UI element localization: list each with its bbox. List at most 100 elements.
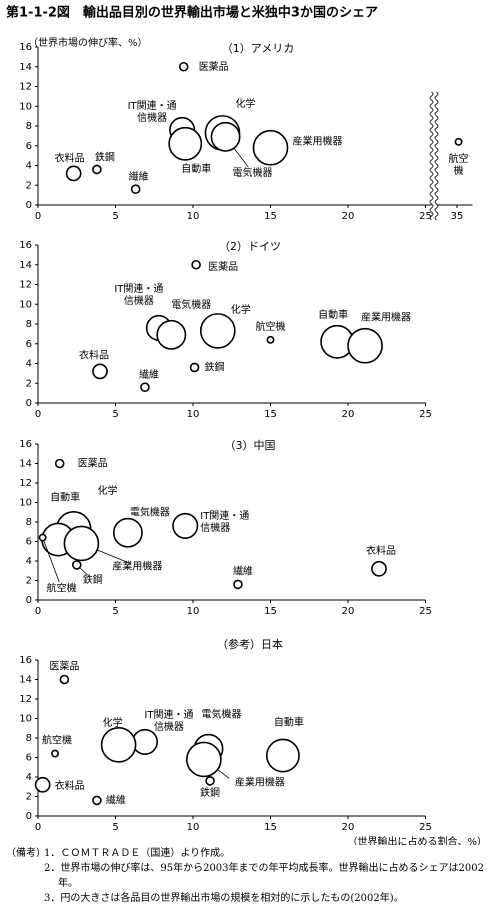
x-tick-label: 10 [187, 822, 200, 833]
y-axis-label: （世界市場の伸び率、%） [28, 36, 148, 49]
bubble-label: 電気機器 [130, 506, 170, 519]
bubble [71, 560, 82, 570]
x-tick-label: 0 [35, 211, 41, 222]
bubble-label: IT関連・通 [128, 99, 177, 112]
x-tick-label: 10 [187, 606, 200, 617]
panel-title: （1）アメリカ [222, 42, 294, 55]
bubble-label: 医薬品 [208, 261, 238, 273]
y-tick-label: 14 [19, 675, 32, 686]
bubble-label: 繊維 [106, 793, 126, 806]
bubble-label: 鉄鋼 [200, 786, 220, 799]
note: 2．世界市場の伸び率は、95年から2003年までの年平均成長率。世界輸出に占める… [44, 863, 484, 889]
bubble-label: 繊維 [233, 564, 253, 577]
bubble-label: IT関連・通 [114, 282, 163, 295]
x-tick-label: 25 [419, 606, 432, 617]
x-tick-label: 0 [35, 822, 41, 833]
x-tick-label: 20 [342, 211, 355, 222]
bubble-label: 繊維 [129, 170, 149, 183]
bubble-label: 化学 [103, 716, 123, 729]
bubble-label: IT関連・通 [144, 708, 193, 721]
panel-title: （参考）日本 [217, 637, 283, 651]
leader-line [79, 567, 88, 576]
bubble [252, 129, 289, 166]
bubble-label: 航空機 [42, 734, 72, 747]
y-tick-label: 4 [26, 161, 32, 172]
panel-title: （2）ドイツ [219, 240, 281, 253]
leader-line [217, 769, 230, 779]
y-tick-label: 4 [26, 359, 32, 370]
x-tick-label: 25 [419, 211, 432, 222]
y-tick-label: 0 [26, 398, 32, 409]
y-tick-label: 12 [19, 478, 32, 489]
y-tick-label: 16 [19, 42, 32, 53]
y-tick-label: 10 [19, 498, 32, 509]
y-tick-label: 4 [26, 556, 32, 567]
bubble [371, 560, 387, 577]
bubble [100, 726, 137, 763]
y-tick-label: 14 [19, 62, 32, 73]
bubble-label: 鉄鋼 [95, 150, 115, 163]
x-tick-label: 5 [112, 211, 118, 222]
x-tick-label: 5 [112, 822, 118, 833]
bubble-label: 医薬品 [78, 458, 108, 470]
bubble-label: 医薬品 [49, 661, 79, 673]
bubble [112, 517, 143, 548]
y-tick-label: 6 [26, 753, 32, 764]
bubble [51, 749, 60, 758]
bubble-label: 鉄鋼 [205, 360, 225, 373]
y-tick-label: 4 [26, 772, 32, 783]
y-tick-label: 2 [26, 576, 32, 587]
bubble-label: 衣料品 [55, 779, 85, 792]
x-tick-label: 15 [264, 211, 277, 222]
bubble [210, 121, 241, 152]
notes: （備考） 1．ＣＯＭＴＲＡＤＥ（国連）より作成。 2．世界市場の伸び率は、95年… [6, 846, 488, 906]
bubble-label: 航空 [449, 152, 469, 165]
bubble-label: 産業用機器 [235, 775, 285, 788]
y-tick-label: 2 [26, 180, 32, 191]
bubble [266, 335, 275, 344]
leader-line [43, 540, 60, 583]
bubble [130, 184, 141, 194]
bubble-label: 電気機器 [233, 166, 273, 179]
bubble-label: 自動車 [318, 308, 348, 321]
bubble [186, 741, 222, 778]
bubble-label: 信機器 [154, 720, 184, 733]
x-tick-label: 0 [35, 409, 41, 420]
x-tick-label: 35 [451, 211, 464, 222]
panel-title: （3）中国 [225, 439, 276, 452]
bubble [38, 533, 47, 542]
y-tick-label: 12 [19, 694, 32, 705]
bubble-label: 自動車 [274, 716, 304, 729]
bubble [172, 512, 199, 539]
x-tick-label: 20 [342, 822, 355, 833]
bubble [34, 776, 51, 793]
y-tick-label: 6 [26, 537, 32, 548]
axis-break [429, 91, 434, 221]
y-tick-label: 8 [26, 517, 32, 528]
x-tick-label: 20 [342, 409, 355, 420]
bubble-label: 産業用機器 [112, 559, 162, 572]
bubble-label: 航空機 [256, 320, 286, 333]
y-tick-label: 12 [19, 82, 32, 93]
y-tick-label: 2 [26, 792, 32, 803]
bubble-label: 化学 [98, 484, 118, 497]
bubble [347, 327, 383, 364]
bubble-label: 産業用機器 [293, 135, 343, 148]
x-tick-label: 10 [187, 409, 200, 420]
notes-label: （備考） [6, 848, 46, 859]
bubble-label: 衣料品 [79, 348, 109, 361]
page-title: 第1-1-2図 輸出品目別の世界輸出市場と米独中3か国のシェア [6, 5, 378, 21]
bubble [233, 579, 243, 590]
bubble [92, 795, 102, 806]
x-tick-label: 10 [187, 211, 200, 222]
bubble-label: 信機器 [200, 521, 230, 534]
bubble-label: 医薬品 [199, 61, 229, 73]
bubble [168, 126, 203, 161]
x-axis-label: （世界輸出に占める割合、%） [347, 835, 487, 845]
bubble [63, 525, 100, 562]
y-tick-label: 0 [26, 811, 32, 822]
bubble-label: 化学 [231, 303, 251, 316]
y-tick-label: 8 [26, 319, 32, 330]
x-tick-label: 15 [264, 822, 277, 833]
